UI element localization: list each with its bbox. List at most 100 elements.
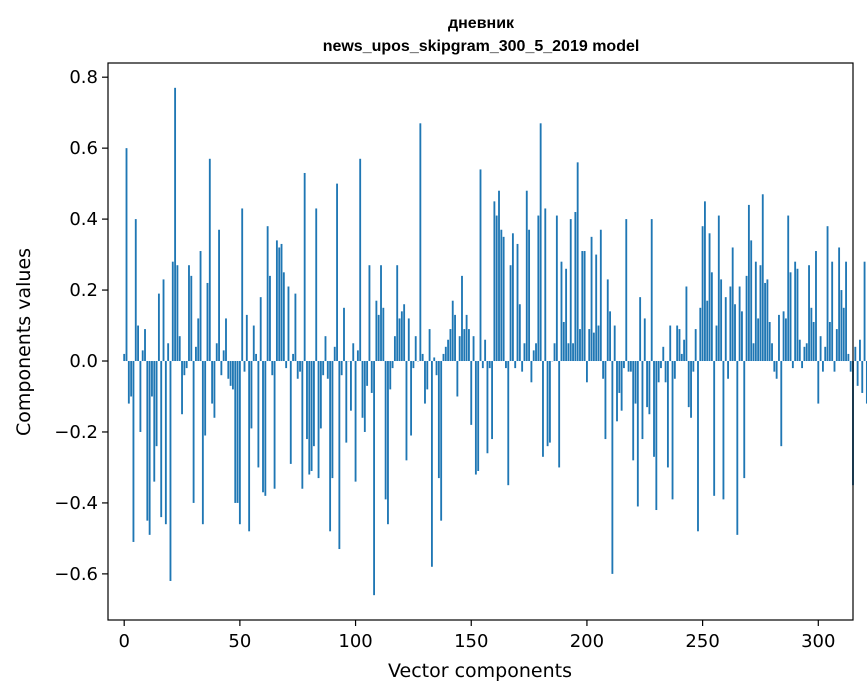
bar bbox=[734, 304, 736, 362]
bar bbox=[835, 329, 838, 362]
bar bbox=[694, 329, 697, 362]
bar bbox=[731, 247, 734, 362]
bar bbox=[236, 361, 239, 503]
bar bbox=[361, 361, 364, 418]
bar bbox=[620, 361, 623, 411]
bar bbox=[336, 183, 338, 362]
bar bbox=[639, 297, 642, 362]
bar bbox=[625, 219, 628, 362]
bar bbox=[629, 361, 632, 372]
bar bbox=[528, 229, 531, 362]
y-tick-label: 0.4 bbox=[69, 209, 98, 230]
bar bbox=[470, 361, 473, 425]
bar bbox=[657, 361, 660, 383]
bar bbox=[780, 361, 783, 447]
bar bbox=[831, 261, 834, 362]
bar bbox=[708, 233, 711, 362]
bar bbox=[319, 361, 322, 429]
bar bbox=[157, 293, 160, 362]
bar bbox=[611, 361, 614, 574]
bar bbox=[382, 307, 385, 362]
bar bbox=[424, 361, 426, 404]
bar bbox=[692, 361, 695, 372]
bar bbox=[271, 361, 274, 376]
bar bbox=[495, 215, 498, 362]
bar bbox=[303, 172, 306, 362]
bar bbox=[206, 282, 209, 362]
bar bbox=[701, 226, 704, 362]
bar bbox=[588, 329, 591, 362]
bar bbox=[808, 265, 810, 362]
bar bbox=[192, 361, 195, 503]
bar bbox=[810, 307, 813, 362]
x-tick-label: 50 bbox=[228, 631, 251, 652]
bar bbox=[815, 251, 817, 362]
bar bbox=[333, 346, 336, 362]
bar bbox=[340, 361, 343, 376]
bar bbox=[562, 321, 565, 362]
bar bbox=[167, 343, 170, 362]
bar bbox=[354, 361, 357, 482]
bar bbox=[245, 314, 248, 362]
bar bbox=[798, 339, 801, 362]
bar bbox=[530, 361, 533, 383]
x-tick-label: 250 bbox=[685, 631, 719, 652]
bar bbox=[833, 361, 836, 372]
x-axis-ticks: 0 50 100 150 200 250 300 bbox=[118, 620, 835, 652]
bar bbox=[197, 318, 200, 362]
bar bbox=[160, 361, 163, 518]
bar bbox=[729, 286, 732, 362]
bars-group bbox=[123, 87, 867, 596]
bar bbox=[766, 279, 769, 362]
bar bbox=[125, 148, 128, 362]
bar bbox=[132, 361, 135, 542]
bar bbox=[331, 361, 334, 479]
bar bbox=[262, 361, 264, 493]
bar bbox=[176, 265, 179, 362]
bar bbox=[410, 361, 413, 436]
bar bbox=[227, 361, 230, 379]
bar bbox=[687, 361, 690, 408]
bar bbox=[326, 361, 329, 379]
bar bbox=[773, 361, 776, 372]
bar bbox=[683, 339, 686, 362]
bar bbox=[294, 293, 297, 362]
bar bbox=[363, 361, 366, 432]
bar bbox=[660, 361, 662, 369]
bar bbox=[343, 307, 345, 362]
bar bbox=[278, 247, 281, 362]
bar bbox=[655, 361, 658, 511]
bar bbox=[447, 339, 450, 362]
bar bbox=[560, 261, 563, 362]
bar bbox=[162, 279, 165, 362]
x-tick-label: 150 bbox=[454, 631, 488, 652]
bar bbox=[442, 353, 445, 362]
bar bbox=[398, 318, 401, 362]
bar bbox=[627, 361, 630, 372]
bar bbox=[375, 300, 378, 362]
bar bbox=[352, 343, 355, 362]
bar bbox=[185, 361, 188, 369]
bar bbox=[421, 353, 424, 362]
x-tick-label: 300 bbox=[801, 631, 835, 652]
bar bbox=[690, 361, 692, 418]
bar bbox=[572, 343, 574, 362]
bar bbox=[171, 261, 174, 362]
bar bbox=[301, 361, 304, 489]
bar bbox=[282, 272, 285, 362]
bar bbox=[778, 314, 780, 362]
bar bbox=[643, 318, 646, 362]
bar bbox=[576, 162, 579, 362]
bar bbox=[306, 361, 308, 440]
bar bbox=[199, 251, 202, 362]
bar bbox=[229, 361, 232, 386]
bar bbox=[738, 286, 741, 362]
bar bbox=[845, 261, 847, 362]
bar bbox=[715, 325, 718, 362]
bar bbox=[359, 158, 362, 362]
bar bbox=[579, 329, 581, 362]
bar bbox=[127, 361, 130, 404]
bar bbox=[430, 361, 433, 567]
bar bbox=[574, 212, 577, 362]
bar bbox=[366, 361, 369, 386]
